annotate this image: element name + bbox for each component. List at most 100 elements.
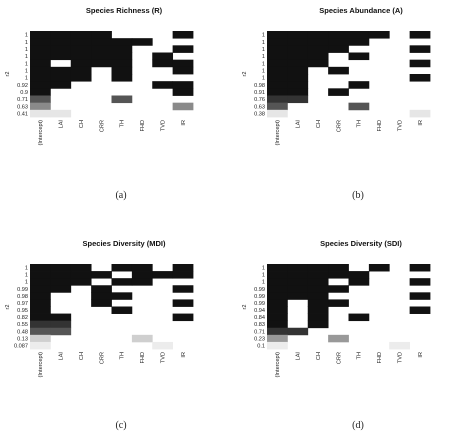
heatmap-cell: [328, 271, 349, 279]
y-axis-label: r2: [242, 305, 248, 310]
x-tick-label: CH: [79, 120, 85, 128]
y-tick-label: 1: [25, 47, 28, 53]
y-axis-label: r2: [5, 305, 11, 310]
heatmap-cell: [91, 299, 112, 307]
panel-caption: (c): [115, 420, 126, 431]
heatmap-cell: [409, 45, 431, 53]
heatmap-cell: [30, 299, 51, 307]
heatmap-cell: [172, 81, 194, 89]
x-tick-label: (Intercept): [275, 120, 281, 146]
heatmap-cell: [70, 278, 92, 286]
heatmap-cell: [267, 313, 288, 322]
y-tick-label: 1: [262, 68, 265, 74]
panel-c: Species Diversity (MDI) r2 1 1 1 0.99 0.98 0.…: [0, 222, 237, 441]
heatmap-cell: [91, 59, 112, 68]
heatmap-cell: [267, 102, 288, 111]
y-tick-label: 1: [262, 47, 265, 53]
chart-title: Species Richness (R): [86, 6, 163, 15]
panel-caption: (b): [352, 190, 364, 201]
heatmap-cell: [267, 292, 288, 300]
x-tick-label: IR: [181, 120, 187, 126]
heatmap-cell: [307, 313, 329, 322]
x-tick-label: IR: [181, 352, 187, 358]
heatmap-cell: [328, 334, 349, 343]
heatmap-cell: [111, 74, 133, 82]
x-tick-label: TVD: [397, 352, 403, 363]
y-tick-label: 0.9: [20, 90, 28, 96]
heatmap-cell: [111, 52, 133, 61]
heatmap-cell: [409, 31, 431, 39]
heatmap-cell: [30, 320, 51, 329]
heatmap-cell: [30, 278, 51, 286]
heatmap-cell: [287, 81, 309, 89]
heatmap-cell: [111, 292, 133, 300]
y-tick-label: 0.92: [17, 83, 28, 89]
y-axis-label: r2: [242, 72, 248, 77]
heatmap-cell: [111, 306, 133, 314]
heatmap-cell: [70, 66, 92, 75]
heatmap-cell: [70, 271, 92, 279]
x-tick-label: FHD: [377, 352, 383, 364]
heatmap-cell: [30, 264, 51, 272]
y-tick-label: 1: [25, 61, 28, 67]
heatmap-cell: [267, 52, 288, 61]
heatmap-cell: [267, 59, 288, 68]
heatmap-cell: [50, 320, 72, 329]
heatmap-grid: 1110.990.990.990.940.840.830.710.230.1(I…: [254, 264, 431, 378]
panel-d: Species Diversity (SDI) r2 1 1 1 0.99 0.99 0.…: [237, 222, 474, 441]
heatmap-cell: [307, 45, 329, 53]
heatmap-cell: [152, 271, 174, 279]
y-tick-label: 1: [25, 40, 28, 46]
heatmap-cell: [368, 264, 390, 272]
heatmap-cell: [348, 271, 370, 279]
heatmap-cell: [30, 327, 51, 336]
heatmap-cell: [30, 341, 51, 350]
heatmap-cell: [328, 299, 349, 307]
heatmap-cell: [307, 59, 329, 68]
heatmap-cell: [267, 334, 288, 343]
heatmap-cell: [30, 31, 51, 39]
y-tick-label: 0.087: [14, 343, 28, 349]
x-tick-label: LAI: [59, 120, 65, 129]
heatmap-cell: [409, 292, 431, 300]
heatmap-cell: [287, 327, 309, 336]
heatmap-cell: [409, 59, 431, 68]
heatmap-cell: [172, 102, 194, 111]
heatmap-cell: [50, 264, 72, 272]
y-tick-label: 1: [262, 273, 265, 279]
y-tick-label: 0.48: [17, 329, 28, 335]
x-tick-label: TVD: [160, 352, 166, 363]
heatmap-cell: [307, 299, 329, 307]
heatmap-cell: [307, 278, 329, 286]
heatmap-cell: [30, 334, 51, 343]
heatmap-cell: [131, 264, 153, 272]
heatmap-cell: [307, 285, 329, 293]
y-axis-label: r2: [5, 72, 11, 77]
y-tick-label: 0.99: [254, 301, 265, 307]
heatmap-cell: [91, 45, 112, 53]
heatmap-cell: [50, 278, 72, 286]
x-tick-label: TH: [120, 352, 126, 359]
heatmap-cell: [307, 292, 329, 300]
heatmap-cell: [348, 102, 370, 111]
heatmap-cell: [287, 264, 309, 272]
heatmap-cell: [287, 278, 309, 286]
heatmap-cell: [131, 38, 153, 46]
heatmap-cell: [307, 271, 329, 279]
panel-caption: (d): [352, 420, 364, 431]
heatmap-cell: [267, 327, 288, 336]
heatmap-cell: [409, 109, 431, 118]
heatmap-cell: [30, 306, 51, 314]
y-tick-label: 0.99: [17, 287, 28, 293]
heatmap-cell: [172, 264, 194, 272]
y-tick-label: 0.83: [254, 322, 265, 328]
heatmap-cell: [50, 81, 72, 89]
heatmap-cell: [70, 38, 92, 46]
heatmap-cell: [287, 95, 309, 104]
heatmap-cell: [287, 271, 309, 279]
heatmap-cell: [267, 264, 288, 272]
heatmap-cell: [30, 59, 51, 68]
heatmap-cell: [307, 264, 329, 272]
y-tick-label: 1: [25, 273, 28, 279]
